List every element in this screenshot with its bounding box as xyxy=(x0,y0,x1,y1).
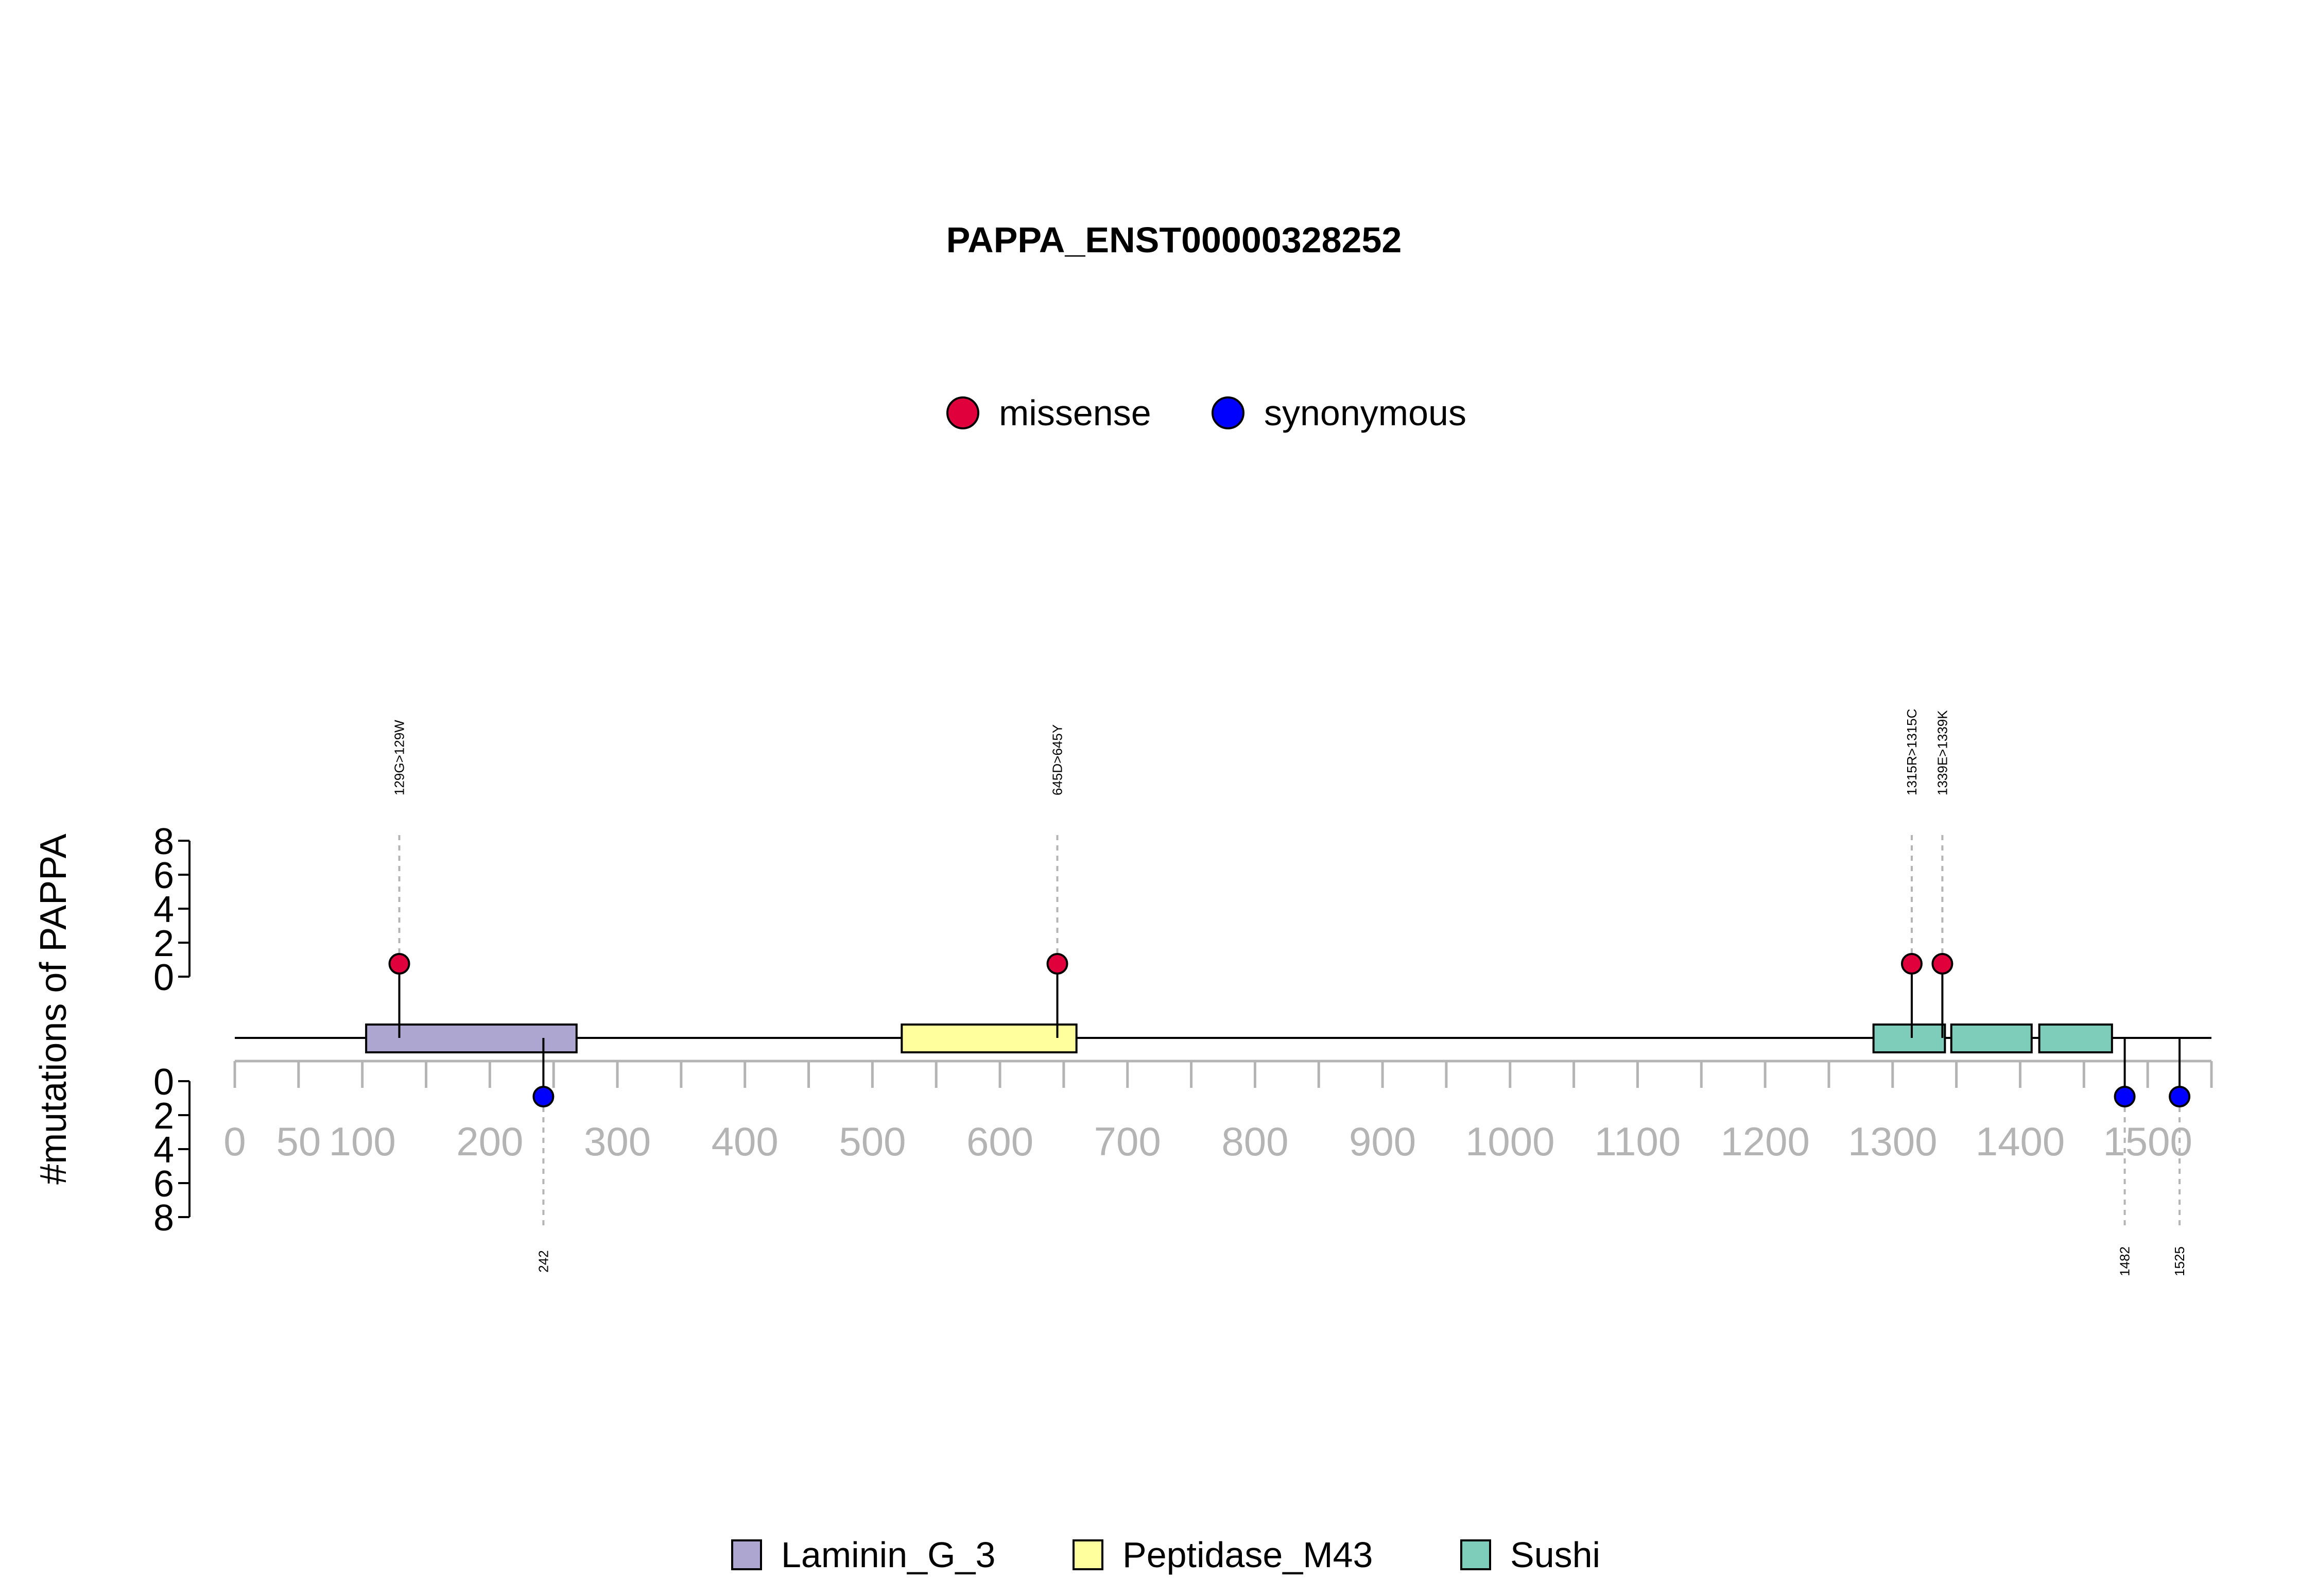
mutation-label-242: 242 xyxy=(535,1250,551,1272)
y-tick-label-top-0: 0 xyxy=(153,957,174,998)
mutation-label-129g-129w: 129G>129W xyxy=(392,720,407,795)
x-tick-label-100: 100 xyxy=(329,1119,396,1164)
x-tick-label-0: 0 xyxy=(223,1119,246,1164)
mutation-head-1525 xyxy=(2169,1086,2191,1107)
x-tick-label-300: 300 xyxy=(584,1119,651,1164)
legend-marker-missense xyxy=(946,396,979,429)
y-tick-label-top-4: 4 xyxy=(153,889,174,930)
mutation-label-645d-645y: 645D>645Y xyxy=(1050,724,1065,795)
x-tick-label-50: 50 xyxy=(276,1119,321,1164)
x-axis: 0 50 100 200 300 400 500 600 700 800 900 1000 1100 12… xyxy=(223,1060,2213,1164)
y-tick-label-bottom-2: 2 xyxy=(153,1096,174,1137)
x-tick-label-200: 200 xyxy=(456,1119,523,1164)
y-axis-label: #mutations of PAPPA xyxy=(33,834,74,1185)
x-tick-label-600: 600 xyxy=(966,1119,1033,1164)
y-tick-label-bottom-6: 6 xyxy=(153,1164,174,1205)
x-tick-label-900: 900 xyxy=(1349,1119,1416,1164)
x-tick-label-800: 800 xyxy=(1221,1119,1288,1164)
x-tick-label-500: 500 xyxy=(839,1119,906,1164)
x-tick-label-1000: 1000 xyxy=(1465,1119,1555,1164)
x-tick-label-1300: 1300 xyxy=(1848,1119,1938,1164)
mutation-head-129g-129w xyxy=(388,953,410,975)
mutation-label-1525: 1525 xyxy=(2172,1246,2187,1276)
legend-label-sushi: Sushi xyxy=(1510,1535,1600,1575)
mutation-head-1315r-1315c xyxy=(1900,953,1923,975)
mutation-head-1482 xyxy=(2114,1086,2136,1107)
domain-sushi-3 xyxy=(1872,1023,1946,1053)
legend-label-missense: missense xyxy=(999,393,1151,433)
mutation-lollipops: 129G>129W 645D>645Y 1315R>1315C 1339E>1339K… xyxy=(388,709,2191,1276)
legend-label-laminin-g-3: Laminin_G_3 xyxy=(781,1535,995,1575)
mutation-label-1315r-1315c: 1315R>1315C xyxy=(1904,709,1920,795)
y-tick-label-top-2: 2 xyxy=(153,923,174,964)
legend-swatch-sushi xyxy=(1460,1539,1491,1570)
y-tick-label-top-8: 8 xyxy=(153,821,174,862)
legend-swatch-laminin-g-3 xyxy=(731,1539,762,1570)
y-tick-label-top-6: 6 xyxy=(153,855,174,896)
domain-legend: Laminin_G_3 Peptidase_M43 Sushi xyxy=(731,1535,1600,1575)
x-tick-label-1200: 1200 xyxy=(1720,1119,1810,1164)
mutation-head-645d-645y xyxy=(1046,953,1068,975)
legend-marker-synonymous xyxy=(1212,396,1244,429)
domain-sushi-5 xyxy=(2038,1023,2113,1053)
y-tick-label-bottom-8: 8 xyxy=(153,1198,174,1239)
chart-title: PAPPA_ENST00000328252 xyxy=(946,220,1402,260)
y-tick-label-bottom-0: 0 xyxy=(153,1062,174,1103)
legend-label-synonymous: synonymous xyxy=(1264,393,1466,433)
mutation-type-legend: missense synonymous xyxy=(946,393,1466,433)
mutation-label-1339e-1339k: 1339E>1339K xyxy=(1934,710,1950,795)
legend-swatch-peptidase-m43 xyxy=(1073,1539,1103,1570)
mutation-head-1339e-1339k xyxy=(1931,953,1953,975)
mutation-head-242 xyxy=(532,1086,555,1107)
x-tick-label-1100: 1100 xyxy=(1595,1119,1681,1164)
legend-label-peptidase-m43: Peptidase_M43 xyxy=(1122,1535,1373,1575)
domain-sushi-4 xyxy=(1950,1023,2033,1053)
domain-laminin-g-3-1 xyxy=(365,1023,578,1053)
x-tick-label-1500: 1500 xyxy=(2103,1119,2192,1164)
x-tick-label-700: 700 xyxy=(1094,1119,1161,1164)
x-tick-label-400: 400 xyxy=(712,1119,779,1164)
domain-peptidase-m43-2 xyxy=(901,1023,1078,1053)
mutation-label-1482: 1482 xyxy=(2117,1246,2133,1276)
y-tick-label-bottom-4: 4 xyxy=(153,1130,174,1171)
protein-backbone xyxy=(235,1023,2211,1053)
x-tick-label-1400: 1400 xyxy=(1976,1119,2065,1164)
